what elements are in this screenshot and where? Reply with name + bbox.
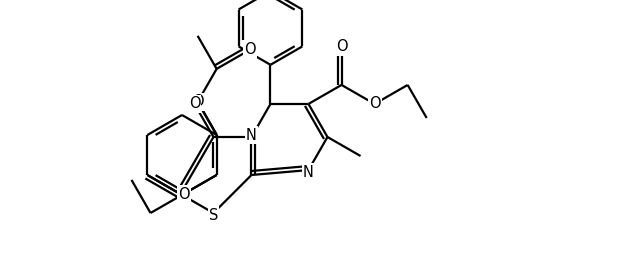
Text: O: O bbox=[369, 96, 380, 111]
Text: O: O bbox=[178, 186, 189, 201]
Text: O: O bbox=[244, 42, 255, 57]
Text: O: O bbox=[192, 94, 204, 109]
Text: N: N bbox=[246, 127, 257, 143]
Text: O: O bbox=[189, 96, 200, 111]
Text: O: O bbox=[336, 39, 348, 54]
Text: S: S bbox=[209, 207, 218, 222]
Text: N: N bbox=[303, 165, 314, 180]
